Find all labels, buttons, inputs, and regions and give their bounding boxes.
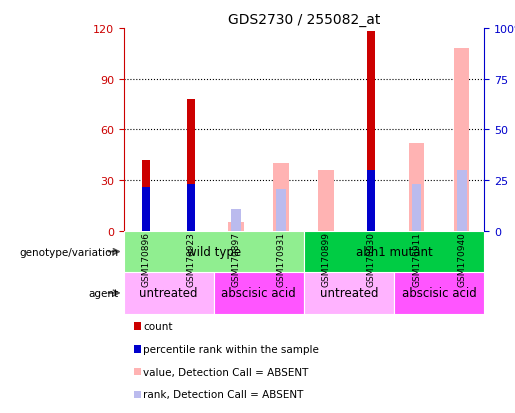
Bar [367, 32, 375, 231]
Text: GSM170940: GSM170940 [457, 231, 466, 286]
Bar [214, 273, 304, 314]
Text: genotype/variation: genotype/variation [20, 247, 118, 257]
Text: value, Detection Call = ABSENT: value, Detection Call = ABSENT [143, 367, 308, 377]
Text: GSM170930: GSM170930 [367, 231, 376, 286]
Text: rank, Detection Call = ABSENT: rank, Detection Call = ABSENT [143, 389, 303, 399]
Bar [408, 144, 424, 231]
Text: GSM170899: GSM170899 [322, 231, 331, 286]
Text: count: count [143, 321, 173, 331]
Text: abscisic acid: abscisic acid [221, 287, 296, 300]
Text: wild type: wild type [186, 245, 241, 259]
Bar [454, 49, 470, 231]
Bar [304, 231, 484, 273]
Text: agent: agent [89, 288, 118, 298]
Bar [231, 209, 241, 231]
Text: abscisic acid: abscisic acid [402, 287, 476, 300]
Bar [277, 189, 286, 231]
Text: GSM170896: GSM170896 [142, 231, 150, 286]
Text: GSM170931: GSM170931 [277, 231, 286, 286]
Bar [457, 171, 467, 231]
Bar [411, 184, 421, 231]
Text: untreated: untreated [140, 287, 198, 300]
Bar [273, 164, 289, 231]
Text: abh1 mutant: abh1 mutant [355, 245, 433, 259]
Text: percentile rank within the sample: percentile rank within the sample [143, 344, 319, 354]
Text: GSM170911: GSM170911 [412, 231, 421, 286]
Bar [142, 160, 150, 231]
Title: GDS2730 / 255082_at: GDS2730 / 255082_at [228, 12, 380, 26]
Bar [187, 100, 195, 231]
Bar [142, 188, 150, 231]
Bar [318, 171, 334, 231]
Bar [228, 223, 244, 231]
Bar [304, 273, 394, 314]
Bar [124, 273, 214, 314]
Bar [124, 231, 304, 273]
Text: untreated: untreated [320, 287, 378, 300]
Text: GSM170897: GSM170897 [232, 231, 241, 286]
Bar [367, 171, 375, 231]
Text: GSM170923: GSM170923 [187, 231, 196, 286]
Bar [187, 184, 195, 231]
Bar [394, 273, 484, 314]
